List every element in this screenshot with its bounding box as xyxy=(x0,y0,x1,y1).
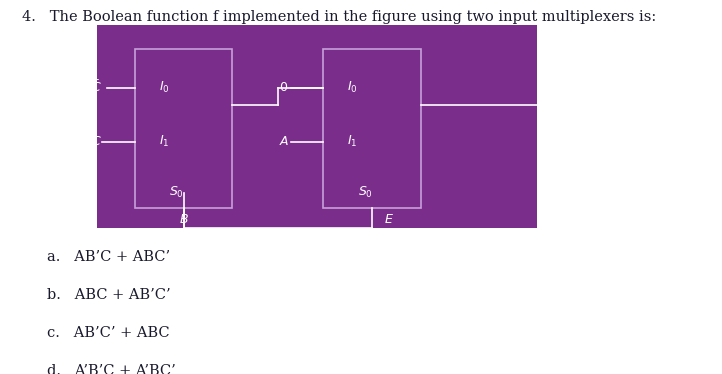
Bar xyxy=(135,49,232,208)
Text: $C$: $C$ xyxy=(91,135,102,148)
Text: $I_0$: $I_0$ xyxy=(159,80,170,95)
Text: $I_0$: $I_0$ xyxy=(347,80,358,95)
Text: $B$: $B$ xyxy=(179,213,188,226)
Bar xyxy=(97,25,536,227)
Text: b.   ABC + AB’C’: b. ABC + AB’C’ xyxy=(47,288,170,302)
Bar xyxy=(323,49,421,208)
Text: d.   A’B’C + A’BC’: d. A’B’C + A’BC’ xyxy=(47,364,176,374)
Text: 4.   The Boolean function f implemented in the figure using two input multiplexe: 4. The Boolean function f implemented in… xyxy=(22,10,656,24)
Text: $\bar{C}$: $\bar{C}$ xyxy=(91,80,102,95)
Text: $S_0$: $S_0$ xyxy=(358,185,373,200)
Text: $0$: $0$ xyxy=(279,81,289,94)
Text: c.   AB’C’ + ABC: c. AB’C’ + ABC xyxy=(47,326,170,340)
Text: $I_1$: $I_1$ xyxy=(347,134,357,149)
Text: $E$: $E$ xyxy=(385,213,394,226)
Text: $S_0$: $S_0$ xyxy=(170,185,184,200)
Text: $A$: $A$ xyxy=(279,135,290,148)
Text: a.   AB’C + ABC’: a. AB’C + ABC’ xyxy=(47,250,170,264)
Text: $f$: $f$ xyxy=(552,98,560,112)
Text: $I_1$: $I_1$ xyxy=(159,134,169,149)
